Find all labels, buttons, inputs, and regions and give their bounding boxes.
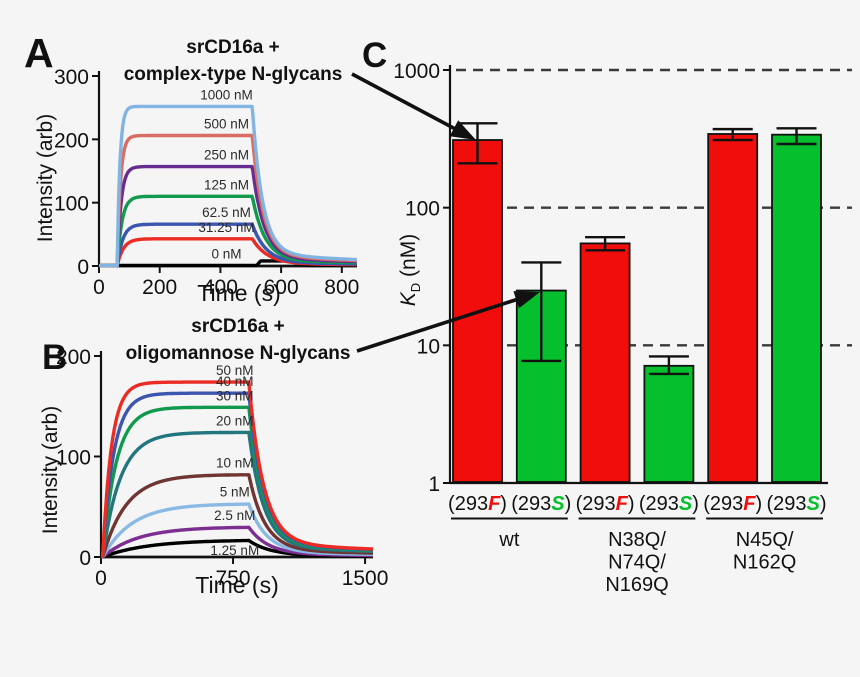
panel-b-y-tick-label: 100 — [56, 447, 91, 470]
bar-label-suffix: ) — [500, 493, 507, 515]
group-label: wt — [498, 529, 519, 551]
arrow-complex-to-wt-293F-line — [351, 72, 458, 132]
bar-label: (293F) — [448, 493, 507, 515]
panel-a-chart: 0 200 400 600 800 0 100 200 300 1000 nM 500 nM 250 … — [54, 66, 359, 299]
bar-label-suffix: ) — [755, 493, 762, 515]
group-label: N169Q — [605, 574, 668, 596]
group-label: N162Q — [733, 552, 796, 574]
panel-b-curve-label: 2.5 nM — [214, 508, 255, 523]
panel-a-curve-label: 250 nM — [204, 148, 249, 163]
panel-a-curve-label: 62.5 nM — [202, 205, 251, 220]
panel-a-y-axis-title: Intensity (arb) — [34, 113, 57, 243]
panel-b-y-tick-label: 0 — [79, 547, 91, 570]
panel-b-title-line2: oligomannose N-glycans — [125, 342, 351, 364]
bar-label-prefix: (293 — [766, 493, 806, 515]
bar-label-cell-letter: S — [679, 493, 693, 515]
panel-b-title-line1: srCD16a + — [191, 316, 285, 337]
panel-a-y-tick-label: 200 — [54, 129, 89, 152]
arrow-oligomannose-to-wt-293S-line — [356, 297, 520, 353]
panel-b-label: B — [42, 338, 68, 377]
panel-a-x-tick-label: 400 — [203, 276, 238, 299]
panel-b-curve-label: 50 nM — [216, 363, 254, 378]
bar-label-cell-letter: F — [488, 493, 501, 515]
bar-label-prefix: (293 — [511, 493, 551, 515]
bar-N38Q-N74Q-N169Q-293F — [579, 242, 631, 483]
panel-b-y-axis-title: Intensity (arb) — [39, 405, 62, 535]
panel-c-y-tick-label: 1 — [428, 473, 440, 496]
panel-b-x-tick-label: 0 — [95, 567, 107, 590]
panel-a-curve-label: 31.25 nM — [198, 220, 254, 235]
panel-a-title-line1: srCD16a + — [186, 37, 280, 58]
bar-label: (293F) — [576, 493, 635, 515]
panel-b-curve-label: 5 nM — [220, 485, 250, 500]
panel-b-curve-30nM — [99, 405, 375, 559]
group-label: N38Q/ — [608, 529, 666, 551]
arrow-oligomannose-to-wt-293S-head — [513, 291, 540, 309]
panel-a-x-axis-title: Time (s) — [197, 280, 281, 306]
panel-a-y-tick-label: 100 — [54, 193, 89, 216]
bar-N45Q-N162Q-293S — [771, 133, 822, 483]
kd-symbol: K — [396, 292, 420, 307]
panel-a-y-tick-label: 0 — [77, 256, 89, 279]
panel-c-label: C — [362, 36, 388, 75]
panel-a-label: A — [24, 30, 54, 76]
panel-b-curve-50nM — [99, 380, 375, 559]
bar-N45Q-N162Q-293F — [707, 133, 759, 483]
panel-c-y-axis-title: KD (nM) — [397, 234, 423, 306]
panel-b-curve-10nM — [99, 473, 375, 559]
panel-c-y-tick-label: 1000 — [393, 60, 440, 83]
arrow-complex-to-wt-293F-head — [449, 120, 476, 140]
panel-b-title: srCD16a + oligomannose N-glycans — [126, 314, 351, 367]
bar-label: (293S) — [766, 493, 826, 515]
panel-b-y-tick-label: 200 — [56, 346, 91, 369]
panel-a-x-tick-label: 600 — [264, 276, 299, 299]
bar-label-prefix: (293 — [448, 493, 488, 515]
bar-label-cell-letter: S — [551, 493, 565, 515]
panel-b-x-tick-label: 1500 — [342, 567, 389, 590]
panel-b-curve-label: 40 nM — [216, 374, 254, 389]
bar-label-cell-letter: S — [807, 493, 821, 515]
panel-a-title: srCD16a + complex-type N-glycans — [124, 35, 343, 88]
bar-label-cell-letter: F — [616, 493, 629, 515]
kd-unit: (nM) — [396, 233, 420, 283]
panel-a-curve-label: 1000 nM — [200, 87, 253, 102]
bar-label-suffix: ) — [692, 493, 699, 515]
panel-b-curve-label: 10 nM — [216, 456, 254, 471]
panel-b-curve-label: 20 nM — [216, 413, 254, 428]
panel-a-y-tick-label: 300 — [54, 66, 89, 89]
kd-subscript: D — [408, 282, 424, 293]
bar-label-prefix: (293 — [576, 493, 616, 515]
panel-c-y-tick-label: 10 — [417, 335, 440, 358]
panel-b-x-axis-title: Time (s) — [195, 572, 279, 598]
group-label: N74Q/ — [608, 552, 666, 574]
panel-a-curve-label: 125 nM — [204, 177, 249, 192]
bar-label-prefix: (293 — [703, 493, 743, 515]
panel-b-curve-label: 30 nM — [216, 388, 254, 403]
bar-label-suffix: ) — [565, 493, 572, 515]
panel-a-curve-1000nM — [98, 104, 358, 268]
panel-a-curve-label: 500 nM — [204, 117, 249, 132]
bar-label-suffix: ) — [820, 493, 827, 515]
bar-label: (293S) — [639, 493, 699, 515]
panel-a-x-tick-label: 200 — [142, 276, 177, 299]
panel-c-y-tick-label: 100 — [405, 198, 440, 221]
panel-b-curve-label: 1.25 nM — [210, 543, 259, 558]
bar-label: (293S) — [511, 493, 571, 515]
group-label: N45Q/ — [736, 529, 794, 551]
bar-label: (293F) — [703, 493, 762, 515]
bar-label-prefix: (293 — [639, 493, 679, 515]
bar-label-cell-letter: F — [743, 493, 756, 515]
panel-a-x-tick-label: 800 — [324, 276, 359, 299]
bar-N38Q-N74Q-N169Q-293S — [643, 364, 695, 483]
panel-a-title-line2: complex-type N-glycans — [123, 63, 343, 85]
panel-a-x-tick-label: 0 — [93, 276, 105, 299]
bar-label-suffix: ) — [628, 493, 635, 515]
panel-b-x-tick-label: 750 — [216, 567, 251, 590]
panel-a-curve-label: 0 nM — [211, 246, 241, 261]
